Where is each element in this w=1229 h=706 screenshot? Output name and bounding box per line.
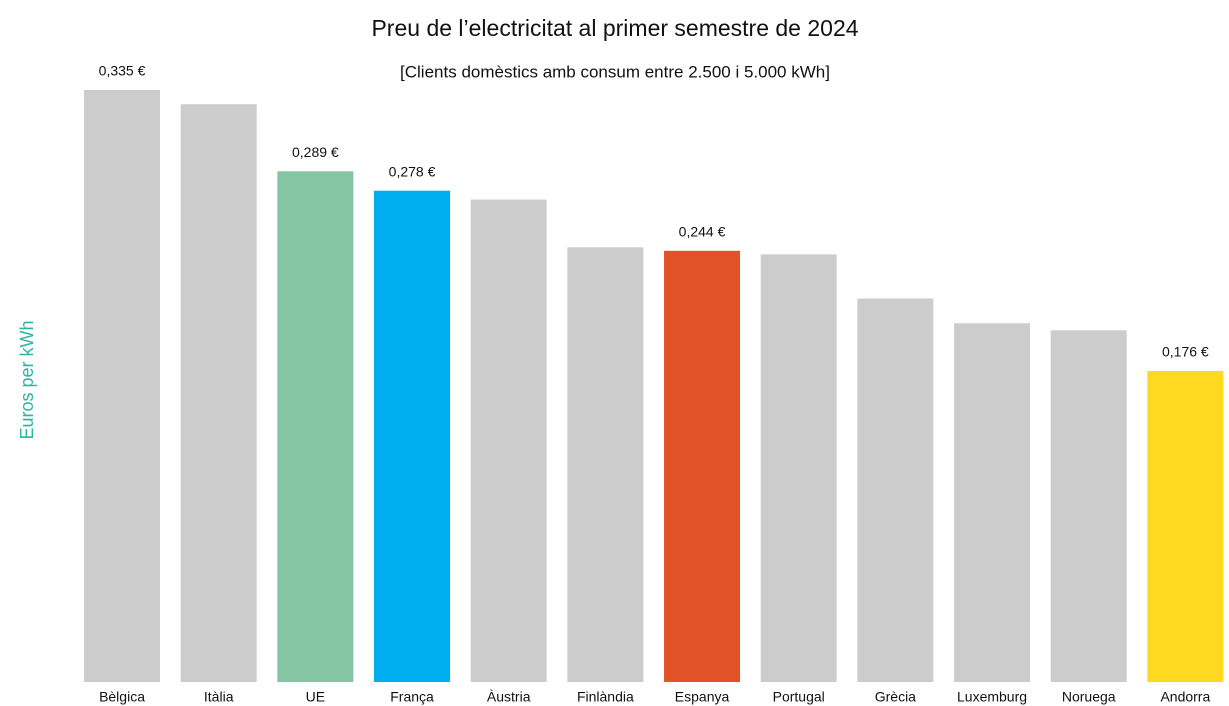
value-label: 0,278 €: [389, 163, 436, 179]
bar: [857, 298, 934, 682]
value-label: 0,335 €: [99, 63, 146, 79]
value-label: 0,289 €: [292, 144, 339, 160]
bar: [1050, 330, 1127, 682]
x-tick-label: França: [390, 689, 434, 705]
bar: [760, 254, 837, 682]
x-tick-label: Portugal: [773, 689, 825, 705]
x-tick-label: Espanya: [675, 689, 730, 705]
x-tick-label: Noruega: [1062, 689, 1116, 705]
x-tick-label: Àustria: [487, 689, 531, 705]
bar: [954, 323, 1031, 682]
bar: [84, 90, 161, 682]
bar: [374, 190, 451, 682]
x-tick-label: Bèlgica: [99, 689, 145, 705]
x-tick-label: Itàlia: [204, 689, 234, 705]
bar: [567, 247, 644, 683]
bar: [180, 104, 257, 682]
bar: [664, 250, 741, 682]
chart-title: Preu de l’electricitat al primer semestr…: [371, 15, 858, 41]
x-tick-label: Finlàndia: [577, 689, 634, 705]
value-label: 0,244 €: [679, 224, 726, 240]
bar: [1147, 370, 1224, 682]
chart-subtitle: [Clients domèstics amb consum entre 2.50…: [400, 62, 830, 81]
x-tick-label: Grècia: [875, 689, 916, 705]
x-tick-label: Andorra: [1160, 689, 1210, 705]
bar: [470, 199, 547, 682]
x-tick-label: UE: [306, 689, 325, 705]
bar: [277, 171, 354, 682]
value-label: 0,176 €: [1162, 344, 1209, 360]
y-axis-label: Euros per kWh: [17, 320, 37, 439]
x-tick-label: Luxemburg: [957, 689, 1027, 705]
